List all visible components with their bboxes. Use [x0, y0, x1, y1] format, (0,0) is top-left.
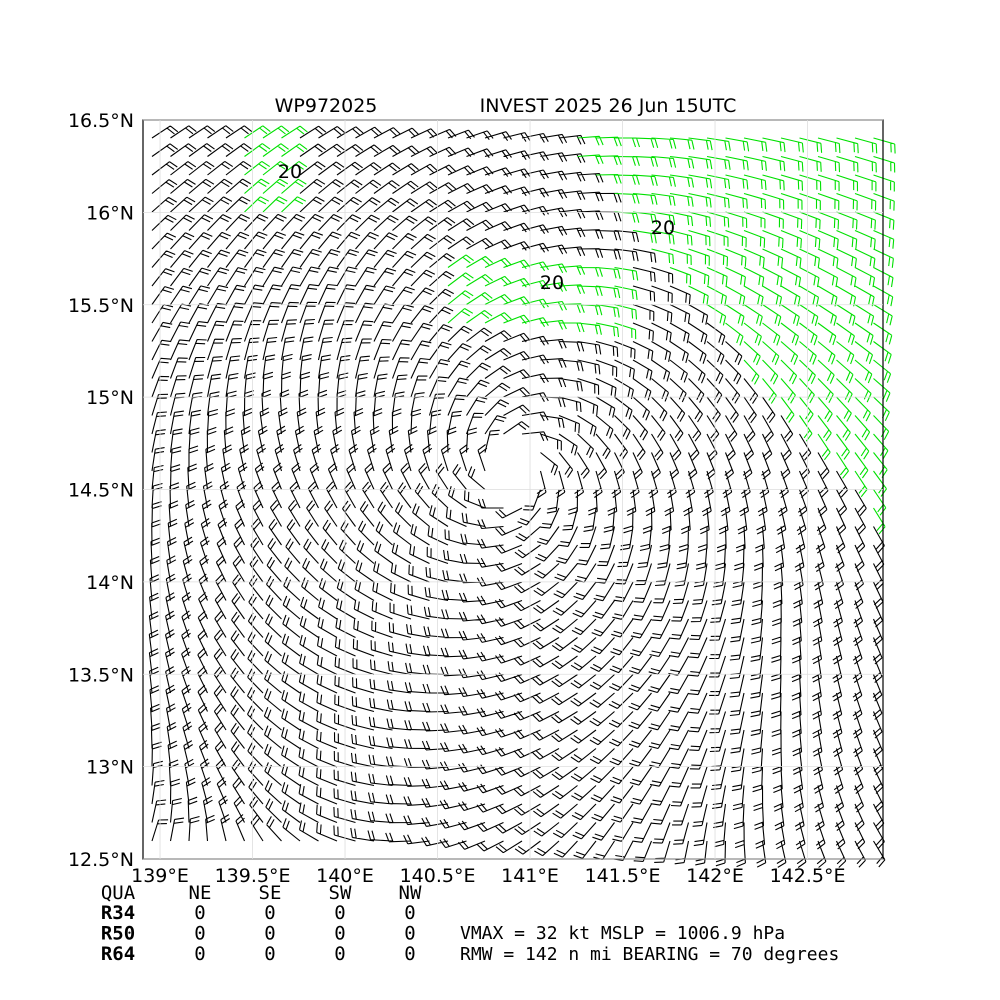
y-tick-label: 15°N — [86, 387, 134, 409]
y-tick-label: 13.5°N — [68, 664, 134, 686]
table-header: NW — [399, 882, 422, 904]
table-cell: R50 — [101, 923, 135, 945]
x-tick-label: 139.5°E — [215, 865, 291, 887]
y-tick-label: 16.5°N — [68, 110, 134, 132]
table-header: SW — [329, 882, 352, 904]
table-header: NE — [189, 882, 212, 904]
table-cell: R64 — [101, 943, 135, 965]
table-cell: 0 — [194, 943, 205, 965]
table-cell: 0 — [404, 902, 415, 924]
info-line: RMW = 142 n mi BEARING = 70 degrees — [460, 944, 839, 965]
table-cell: 0 — [264, 943, 275, 965]
contour-label: 20 — [540, 272, 564, 294]
y-tick-label: 15.5°N — [68, 295, 134, 317]
contour-label: 20 — [651, 217, 675, 239]
x-tick-label: 140.5°E — [400, 865, 476, 887]
y-tick-label: 12.5°N — [68, 849, 134, 871]
table-cell: 0 — [194, 923, 205, 945]
contour-label: 20 — [278, 161, 302, 183]
table-cell: 0 — [264, 923, 275, 945]
y-tick-label: 14.5°N — [68, 480, 134, 502]
y-tick-label: 13°N — [86, 757, 134, 779]
table-header: SE — [259, 882, 282, 904]
x-tick-label: 141°E — [501, 865, 559, 887]
table-header: QUA — [101, 882, 136, 904]
x-tick-label: 141.5°E — [585, 865, 661, 887]
table-cell: 0 — [334, 923, 345, 945]
wind-barbs-black — [148, 125, 886, 868]
wind-barbs — [148, 125, 896, 868]
x-tick-label: 142°E — [686, 865, 744, 887]
y-tick-label: 16°N — [86, 202, 134, 224]
table-cell: 0 — [264, 902, 275, 924]
y-tick-label: 14°N — [86, 572, 134, 594]
table-cell: 0 — [334, 943, 345, 965]
table-cell: 0 — [404, 923, 415, 945]
wind-barbs-green — [244, 125, 896, 535]
table-cell: R34 — [101, 902, 135, 924]
x-tick-label: 140°E — [316, 865, 374, 887]
x-tick-label: 139°E — [131, 865, 189, 887]
table-cell: 0 — [334, 902, 345, 924]
title-left: WP972025 — [275, 95, 378, 117]
title-right: INVEST 2025 26 Jun 15UTC — [480, 95, 737, 117]
table-cell: 0 — [194, 902, 205, 924]
x-tick-label: 142.5°E — [770, 865, 846, 887]
info-line: VMAX = 32 kt MSLP = 1006.9 hPa — [460, 923, 785, 944]
table-cell: 0 — [404, 943, 415, 965]
